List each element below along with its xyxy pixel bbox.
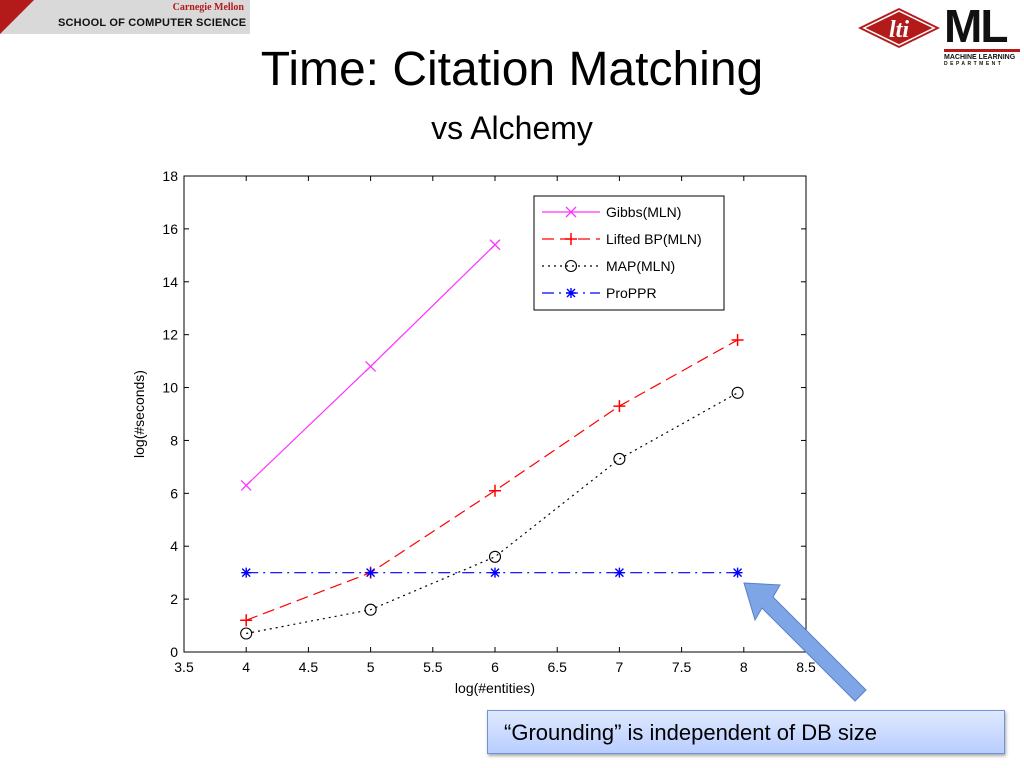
x-tick-label: 8.5 xyxy=(796,659,816,675)
y-axis-label: log(#seconds) xyxy=(131,370,147,458)
callout-box: “Grounding” is independent of DB size xyxy=(487,710,1005,754)
legend-marker-3 xyxy=(566,288,576,298)
ml-logo-rule xyxy=(944,49,1020,52)
x-tick-label: 6 xyxy=(491,659,499,675)
legend-marker-2 xyxy=(564,259,578,273)
series-line-1 xyxy=(245,339,738,621)
legend-label-2: MAP(MLN) xyxy=(606,258,675,274)
x-tick-label: 7 xyxy=(616,659,624,675)
series-point-0 xyxy=(240,479,252,491)
series-point-2 xyxy=(731,386,744,399)
legend-label-1: Lifted BP(MLN) xyxy=(606,231,702,247)
scs-name: SCHOOL OF COMPUTER SCIENCE xyxy=(58,17,247,29)
series-point-1 xyxy=(731,333,744,346)
series-point-3 xyxy=(614,567,625,578)
x-tick-label: 4.5 xyxy=(299,659,319,675)
y-tick-label: 10 xyxy=(162,380,178,396)
callout-text: “Grounding” is independent of DB size xyxy=(504,720,877,745)
y-tick-label: 8 xyxy=(170,432,178,448)
series-point-2 xyxy=(364,603,377,616)
legend-marker-1 xyxy=(565,233,577,245)
ml-logo-line2: DEPARTMENT xyxy=(944,61,1004,67)
line-chart: 3.5 4 4.5 5 5.5 6 6.5 7 7.5 8 8.5 0 2 4 6 8 10 12 14 16 18 lo… xyxy=(131,168,816,696)
series-point-3 xyxy=(241,567,252,578)
lti-logo: lti xyxy=(858,8,940,48)
y-tick-label: 6 xyxy=(170,485,178,501)
x-tick-label: 5 xyxy=(367,659,375,675)
y-tick-label: 2 xyxy=(170,591,178,607)
x-tick-label: 5.5 xyxy=(423,659,443,675)
ml-logo-line1: MACHINE LEARNING xyxy=(944,54,1016,61)
series-point-2 xyxy=(613,452,626,466)
series-point-1 xyxy=(613,400,626,413)
y-tick-label: 4 xyxy=(170,538,178,554)
legend-label-3: ProPPR xyxy=(606,285,657,301)
slide-subtitle: vs Alchemy xyxy=(431,110,593,146)
x-axis-label: log(#entities) xyxy=(455,680,535,696)
series-point-2 xyxy=(488,550,502,563)
series-point-3 xyxy=(490,567,500,578)
x-tick-label: 8 xyxy=(740,659,748,675)
y-tick-label: 12 xyxy=(162,327,178,343)
ml-logo: ML MACHINE LEARNING DEPARTMENT xyxy=(944,0,1020,74)
lti-diamond-icon xyxy=(858,8,940,48)
y-tick-label: 18 xyxy=(162,168,178,184)
lti-logo-text: lti xyxy=(889,17,909,43)
series-point-0 xyxy=(489,239,501,251)
y-tick-label: 0 xyxy=(170,644,178,660)
x-tick-label: 3.5 xyxy=(174,659,194,675)
series-point-1 xyxy=(489,484,501,497)
x-tick-label: 6.5 xyxy=(547,659,567,675)
series-point-3 xyxy=(732,567,743,578)
cmu-red-wedge xyxy=(0,0,34,34)
x-tick-label: 4 xyxy=(242,659,250,675)
y-tick-label: 16 xyxy=(162,221,178,237)
legend-marker-0 xyxy=(565,206,577,218)
series-point-3 xyxy=(365,567,376,578)
series-point-0 xyxy=(365,360,377,372)
cmu-name: Carnegie Mellon xyxy=(172,2,244,13)
series-point-2 xyxy=(240,627,253,640)
x-tick-label: 7.5 xyxy=(672,659,692,675)
legend-label-0: Gibbs(MLN) xyxy=(606,204,681,220)
ml-logo-text: ML xyxy=(944,0,1008,52)
slide-title: Time: Citation Matching xyxy=(260,43,764,96)
y-tick-label: 14 xyxy=(162,274,178,290)
series-line-2 xyxy=(246,392,738,635)
legend-box xyxy=(533,195,725,311)
series-point-1 xyxy=(240,614,253,627)
cmu-header-bar: Carnegie Mellon SCHOOL OF COMPUTER SCIEN… xyxy=(0,0,250,34)
